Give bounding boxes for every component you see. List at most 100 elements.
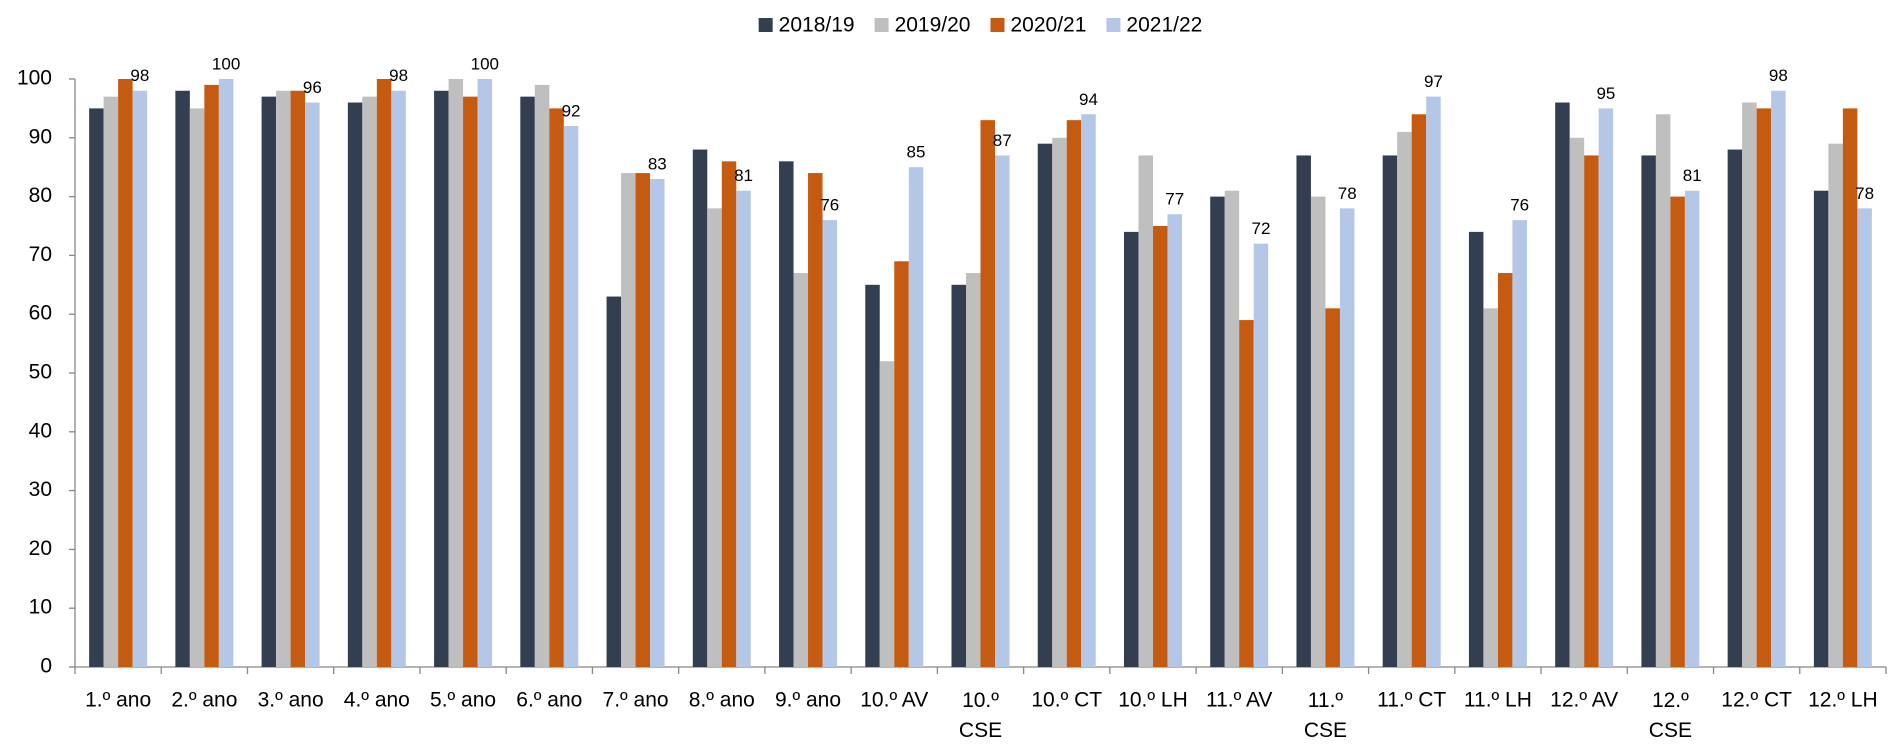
bar [1497, 273, 1513, 667]
bar [477, 79, 493, 667]
y-tick-label: 100 [17, 67, 52, 90]
x-tick-label: 12.º AV [1550, 689, 1618, 712]
bar [1641, 155, 1656, 667]
bar [362, 96, 377, 667]
bar [635, 173, 651, 667]
data-label: 78 [1855, 184, 1874, 203]
data-label: 100 [212, 54, 240, 73]
bar [980, 120, 995, 667]
bar [1842, 108, 1858, 667]
y-tick-label: 30 [29, 478, 52, 501]
bar [1052, 137, 1067, 668]
bar [1483, 308, 1498, 667]
bar [995, 155, 1010, 667]
bar [1857, 208, 1872, 668]
data-label: 78 [1338, 184, 1357, 203]
x-tick-label: 10.º AV [860, 689, 928, 712]
x-tick-label: 4.º ano [344, 689, 410, 712]
bar [1397, 131, 1412, 668]
bar [1325, 308, 1340, 667]
bar [865, 284, 880, 667]
x-tick-label: 11.º CSE [1304, 689, 1347, 742]
bar [1152, 226, 1168, 667]
bar [1512, 220, 1527, 667]
bar [1655, 114, 1671, 667]
y-tick-label: 20 [29, 537, 52, 560]
bar [822, 220, 838, 667]
bar [549, 108, 564, 667]
data-label: 98 [130, 66, 149, 85]
bar [1210, 196, 1225, 667]
bar [1813, 190, 1829, 667]
data-label: 72 [1252, 219, 1271, 238]
bar [1684, 190, 1700, 667]
x-tick-label: 6.º ano [516, 689, 582, 712]
bar [1037, 143, 1053, 667]
data-label: 83 [648, 154, 667, 173]
bar [463, 96, 478, 667]
bar [966, 273, 981, 667]
legend-swatch [874, 18, 889, 32]
bar [1123, 231, 1139, 667]
bar [621, 173, 636, 667]
bar [448, 79, 464, 667]
data-label: 77 [1165, 190, 1184, 209]
bar [347, 102, 363, 667]
x-tick-label: 10.º CT [1031, 689, 1102, 712]
data-label: 85 [907, 143, 926, 162]
bar [1296, 155, 1311, 667]
y-tick-label: 90 [29, 125, 52, 148]
bar [1598, 108, 1614, 667]
bar [1411, 114, 1427, 667]
bar [189, 108, 205, 667]
legend-swatch [758, 18, 773, 32]
bar [779, 161, 794, 667]
bar [879, 361, 895, 667]
x-tick-label: 3.º ano [258, 689, 324, 712]
x-tick-label: 8.º ano [689, 689, 755, 712]
bar [692, 149, 708, 667]
x-tick-label: 10.º CSE [959, 689, 1002, 742]
bar [89, 108, 104, 667]
bar [1756, 108, 1772, 667]
bar [1239, 320, 1254, 667]
bar [1382, 155, 1398, 667]
bar [1670, 196, 1685, 667]
bar [808, 173, 823, 667]
x-tick-label: 2.º ano [171, 689, 237, 712]
bar [175, 90, 190, 667]
bar [1081, 114, 1096, 667]
bar [1426, 96, 1441, 667]
bar [1339, 208, 1355, 668]
x-tick-label: 1.º ano [85, 689, 151, 712]
bar [1167, 214, 1182, 668]
data-label: 87 [993, 131, 1012, 150]
bar [1138, 155, 1153, 667]
bar [894, 261, 909, 667]
bar [707, 208, 722, 668]
bar [218, 79, 234, 667]
x-tick-label: 9.º ano [775, 689, 841, 712]
y-tick-label: 10 [29, 596, 52, 619]
data-label: 96 [303, 78, 322, 97]
data-label: 97 [1424, 72, 1443, 91]
bar [1555, 102, 1570, 667]
bar [908, 167, 924, 667]
legend-label: 2019/20 [895, 14, 971, 37]
bar [103, 96, 119, 667]
data-label: 81 [1683, 166, 1702, 185]
bar [1771, 90, 1786, 667]
x-tick-label: 5.º ano [430, 689, 496, 712]
data-label: 100 [471, 54, 499, 73]
bar [1569, 137, 1585, 668]
bar [276, 90, 291, 667]
bar [305, 102, 320, 667]
y-tick-label: 40 [29, 419, 52, 442]
bar [1828, 143, 1843, 667]
bar [650, 178, 665, 667]
bar [434, 90, 449, 667]
x-tick-label: 12.º LH [1808, 689, 1878, 712]
bar [1066, 120, 1082, 667]
